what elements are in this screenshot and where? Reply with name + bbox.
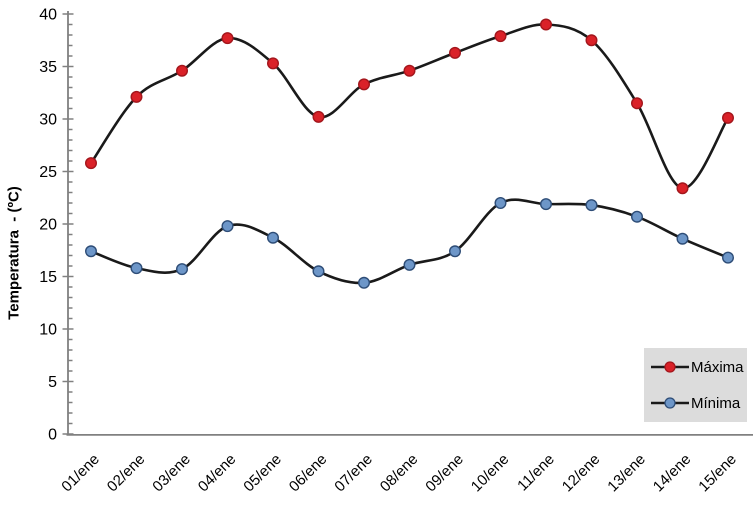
legend-item-minima: Mínima — [644, 385, 747, 421]
y-tick-label: 40 — [39, 7, 57, 24]
legend-item-maxima: Máxima — [644, 349, 747, 385]
maxima-legend-label: Máxima — [691, 358, 744, 376]
minima-data-point — [585, 199, 598, 212]
minima-data-point — [494, 196, 507, 209]
maxima-data-point — [403, 64, 416, 77]
x-category-label: 04/ene — [195, 451, 239, 495]
x-category-label: 09/ene — [422, 451, 466, 495]
maxima-data-point — [722, 111, 735, 124]
minima-data-point — [84, 245, 97, 258]
minima-data-point — [722, 251, 735, 264]
x-category-label: 11/ene — [514, 451, 558, 495]
maxima-data-point — [676, 182, 689, 195]
maxima-legend-glyph — [651, 361, 689, 373]
maxima-data-point — [221, 32, 234, 45]
x-category-label: 13/ene — [604, 451, 648, 495]
minima-legend-label: Mínima — [691, 394, 741, 412]
x-category-label: 08/ene — [377, 451, 421, 495]
maxima-data-point — [358, 78, 371, 91]
maxima-data-point — [540, 18, 553, 31]
minima-data-point — [540, 198, 553, 211]
x-category-label: 12/ene — [559, 451, 603, 495]
maxima-data-point — [449, 46, 462, 59]
minima-data-point — [175, 263, 188, 276]
maxima-data-point — [84, 157, 97, 170]
y-tick-label: 25 — [39, 164, 57, 181]
y-tick-label: 5 — [48, 374, 57, 391]
y-tick-label: 30 — [39, 112, 57, 129]
maxima-data-point — [585, 34, 598, 47]
maxima-data-point — [631, 97, 644, 110]
minima-data-point — [221, 220, 234, 233]
minima-data-point — [676, 232, 689, 245]
y-tick-label: 35 — [39, 59, 57, 76]
x-category-label: 06/ene — [286, 451, 330, 495]
x-category-label: 05/ene — [240, 451, 284, 495]
maxima-data-point — [267, 57, 280, 70]
minima-data-point — [267, 231, 280, 244]
minima-data-point — [449, 245, 462, 258]
minima-data-point — [631, 210, 644, 223]
x-category-label: 01/ene — [58, 451, 102, 495]
chart-legend: Máxima Mínima — [644, 348, 747, 422]
y-tick-label: 20 — [39, 217, 57, 234]
y-tick-label: 15 — [39, 269, 57, 286]
maxima-data-point — [312, 110, 325, 123]
y-tick-label: 10 — [39, 322, 57, 339]
minima-series-marker-icon — [650, 396, 690, 410]
minima-legend-glyph — [651, 397, 689, 409]
y-tick-label: 0 — [48, 427, 57, 444]
x-category-label: 07/ene — [331, 451, 375, 495]
y-axis-title: Temperatura - (ºC) — [5, 186, 23, 320]
minima-data-point — [358, 276, 371, 289]
minima-data-point — [403, 258, 416, 271]
minima-data-point — [130, 262, 143, 275]
maxima-data-point — [494, 30, 507, 43]
x-category-label: 15/ene — [695, 451, 739, 495]
minima-data-point — [312, 265, 325, 278]
maxima-data-point — [175, 64, 188, 77]
maxima-data-point — [130, 90, 143, 103]
x-category-label: 02/ene — [104, 451, 148, 495]
x-category-label: 14/ene — [650, 451, 694, 495]
maxima-series-marker-icon — [650, 360, 690, 374]
x-category-label: 03/ene — [149, 451, 193, 495]
x-category-label: 10/ene — [468, 451, 512, 495]
